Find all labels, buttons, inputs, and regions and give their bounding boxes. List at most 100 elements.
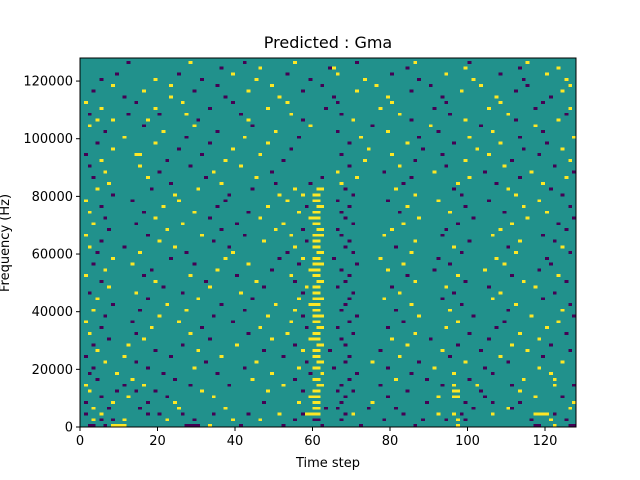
heatmap-cell — [312, 412, 317, 416]
heatmap-cell — [254, 360, 259, 364]
heatmap-cell — [506, 308, 511, 312]
heatmap-cell — [386, 366, 390, 370]
heatmap-cell — [157, 112, 162, 116]
heatmap-cell — [308, 78, 313, 82]
heatmap-cell — [122, 383, 127, 387]
heatmap-cell — [483, 366, 487, 370]
heatmap-cell — [347, 377, 352, 381]
heatmap-cell — [510, 406, 514, 410]
heatmap-cell — [463, 279, 468, 283]
heatmap-cell — [386, 199, 390, 203]
heatmap-cell — [134, 222, 139, 226]
heatmap-cell — [231, 320, 235, 324]
heatmap-cell — [428, 124, 433, 128]
heatmap-cell — [262, 401, 266, 404]
heatmap-cell — [324, 107, 328, 110]
heatmap-cell — [351, 222, 356, 226]
heatmap-cell — [502, 164, 507, 168]
heatmap-cell — [514, 251, 518, 255]
heatmap-cell — [455, 424, 460, 427]
heatmap-cell — [552, 291, 557, 295]
heatmap-cell — [246, 89, 251, 93]
heatmap-cell — [564, 418, 569, 422]
heatmap-cell — [242, 135, 247, 139]
heatmap-cell — [537, 153, 542, 157]
heatmap-cell — [343, 245, 348, 249]
heatmap-cell — [308, 181, 313, 185]
heatmap-cell — [227, 245, 232, 249]
heatmap-cell — [541, 412, 545, 416]
heatmap-cell — [355, 176, 359, 180]
heatmap-cell — [525, 349, 530, 353]
heatmap-cell — [560, 147, 565, 151]
heatmap-cell — [312, 222, 317, 226]
heatmap-cell — [99, 78, 104, 82]
heatmap-cell — [440, 297, 445, 301]
heatmap-cell — [486, 153, 491, 157]
x-tick-label: 0 — [76, 434, 84, 449]
heatmap-cell — [200, 153, 204, 157]
heatmap-cell — [378, 349, 383, 353]
heatmap-cell — [207, 141, 212, 145]
heatmap-cell — [564, 331, 569, 335]
heatmap-cell — [455, 418, 460, 422]
heatmap-cell — [111, 303, 115, 306]
heatmap-cell — [297, 210, 301, 214]
heatmap-cell — [95, 349, 100, 353]
heatmap-cell — [405, 66, 410, 70]
heatmap-cells — [83, 60, 576, 427]
heatmap-cell — [293, 343, 297, 347]
heatmap-cell — [173, 377, 177, 381]
heatmap-cell — [393, 245, 398, 249]
heatmap-cell — [231, 72, 235, 76]
heatmap-cell — [452, 389, 456, 393]
heatmap-cell — [312, 354, 317, 358]
heatmap-cell — [293, 279, 297, 283]
heatmap-cell — [428, 83, 433, 87]
heatmap-cell — [343, 187, 348, 191]
heatmap-cell — [339, 383, 344, 387]
heatmap-cell — [436, 130, 441, 133]
heatmap-cell — [142, 337, 146, 341]
heatmap-cell — [130, 320, 135, 324]
heatmap-cell — [269, 268, 274, 272]
heatmap-cell — [308, 268, 313, 272]
heatmap-cell — [99, 107, 104, 110]
heatmap-cell — [556, 274, 561, 278]
heatmap-cell — [463, 205, 468, 208]
heatmap-cell — [200, 78, 204, 82]
heatmap-cell — [83, 412, 88, 416]
heatmap-cell — [529, 418, 534, 422]
heatmap-cell — [223, 158, 228, 162]
heatmap-cell — [386, 326, 390, 329]
heatmap-cell — [413, 60, 418, 64]
heatmap-cell — [486, 107, 491, 110]
heatmap-cell — [440, 153, 445, 157]
heatmap-cell — [258, 216, 263, 220]
heatmap-cell — [490, 297, 495, 301]
heatmap-cell — [219, 228, 224, 231]
heatmap-cell — [440, 383, 445, 387]
heatmap-cell — [142, 124, 146, 128]
heatmap-cell — [560, 395, 565, 399]
heatmap-cell — [277, 412, 282, 416]
heatmap-cell — [455, 222, 460, 226]
heatmap-cell — [479, 349, 483, 353]
heatmap-cell — [316, 187, 321, 191]
heatmap-cell — [103, 130, 108, 133]
heatmap-cell — [517, 389, 522, 393]
heatmap-cell — [223, 95, 228, 99]
heatmap-cell — [262, 285, 266, 289]
heatmap-cell — [153, 141, 158, 145]
heatmap-cell — [378, 107, 383, 110]
heatmap-cell — [312, 210, 317, 214]
heatmap-cell — [479, 124, 483, 128]
heatmap-cell — [297, 262, 301, 266]
heatmap-cell — [548, 187, 553, 191]
heatmap-cell — [219, 303, 224, 306]
heatmap-cell — [444, 228, 449, 231]
x-tick-label: 20 — [149, 434, 166, 449]
heatmap-cell — [316, 331, 321, 335]
heatmap-cell — [196, 424, 201, 427]
heatmap-cell — [347, 354, 352, 358]
